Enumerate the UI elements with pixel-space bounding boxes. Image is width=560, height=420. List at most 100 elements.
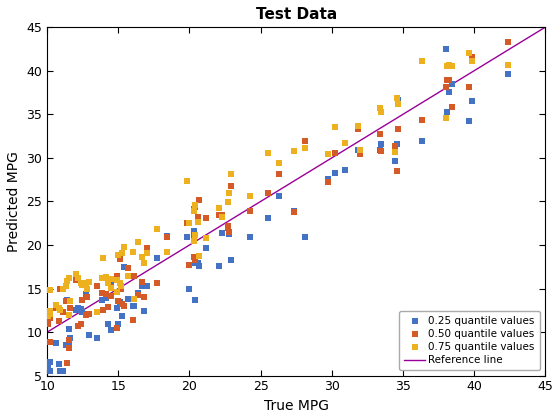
0.50 quantile values [323, 178, 332, 185]
0.50 quantile values [442, 77, 451, 84]
0.50 quantile values [64, 337, 73, 344]
0.25 quantile values [55, 368, 64, 375]
0.25 quantile values [353, 147, 362, 154]
0.75 quantile values [442, 63, 451, 69]
0.75 quantile values [163, 249, 172, 256]
0.50 quantile values [97, 289, 106, 296]
0.50 quantile values [116, 286, 125, 293]
0.25 quantile values [189, 233, 198, 240]
0.75 quantile values [59, 286, 68, 293]
0.75 quantile values [116, 283, 125, 290]
0.75 quantile values [223, 199, 232, 205]
0.50 quantile values [52, 304, 61, 311]
0.50 quantile values [353, 125, 362, 132]
0.25 quantile values [45, 368, 54, 375]
0.75 quantile values [377, 109, 386, 116]
0.75 quantile values [441, 114, 450, 121]
0.50 quantile values [202, 215, 211, 222]
0.50 quantile values [103, 303, 112, 310]
0.50 quantile values [82, 312, 91, 318]
0.50 quantile values [54, 318, 63, 325]
0.75 quantile values [85, 278, 94, 285]
0.50 quantile values [113, 297, 122, 304]
0.50 quantile values [331, 150, 340, 157]
0.75 quantile values [183, 178, 192, 185]
0.25 quantile values [217, 230, 226, 237]
0.25 quantile values [46, 359, 55, 365]
0.25 quantile values [202, 245, 211, 252]
0.25 quantile values [113, 273, 122, 280]
0.25 quantile values [189, 227, 198, 234]
0.75 quantile values [113, 252, 122, 259]
0.75 quantile values [44, 313, 53, 320]
0.75 quantile values [64, 275, 73, 281]
0.50 quantile values [217, 212, 226, 218]
0.25 quantile values [442, 109, 451, 116]
0.50 quantile values [66, 304, 74, 311]
0.75 quantile values [275, 160, 284, 167]
0.50 quantile values [189, 253, 198, 260]
0.50 quantile values [441, 83, 450, 90]
0.75 quantile values [445, 62, 454, 68]
0.25 quantile values [300, 234, 309, 241]
0.50 quantile values [191, 257, 200, 263]
0.50 quantile values [62, 360, 71, 367]
0.50 quantile values [139, 294, 148, 301]
0.75 quantile values [190, 201, 199, 208]
0.25 quantile values [124, 296, 133, 302]
0.25 quantile values [106, 326, 115, 333]
0.25 quantile values [76, 305, 85, 312]
0.50 quantile values [214, 211, 223, 218]
0.50 quantile values [445, 76, 454, 83]
0.50 quantile values [355, 151, 364, 158]
0.50 quantile values [82, 294, 91, 300]
0.50 quantile values [55, 285, 64, 292]
0.50 quantile values [394, 125, 403, 132]
0.75 quantile values [62, 283, 71, 290]
0.25 quantile values [376, 147, 385, 153]
0.50 quantile values [376, 131, 385, 138]
0.75 quantile values [101, 273, 110, 280]
0.75 quantile values [191, 231, 200, 238]
0.50 quantile values [112, 325, 121, 332]
0.25 quantile values [227, 256, 236, 263]
0.75 quantile values [390, 149, 399, 155]
0.25 quantile values [390, 158, 399, 164]
0.75 quantile values [62, 278, 71, 285]
0.25 quantile values [99, 307, 108, 314]
0.75 quantile values [46, 286, 55, 293]
0.75 quantile values [300, 145, 309, 152]
0.50 quantile values [64, 344, 73, 351]
0.75 quantile values [137, 254, 146, 260]
0.50 quantile values [76, 321, 85, 328]
0.25 quantile values [142, 283, 151, 289]
0.25 quantile values [447, 81, 456, 87]
0.75 quantile values [394, 100, 403, 107]
0.50 quantile values [194, 197, 203, 204]
0.25 quantile values [194, 263, 203, 270]
0.75 quantile values [290, 148, 298, 155]
0.75 quantile values [189, 238, 198, 244]
0.25 quantile values [245, 234, 254, 241]
0.50 quantile values [227, 182, 236, 189]
0.25 quantile values [101, 294, 110, 301]
0.50 quantile values [106, 292, 115, 299]
0.75 quantile values [504, 62, 513, 69]
0.25 quantile values [464, 118, 473, 125]
0.50 quantile values [99, 307, 108, 314]
0.50 quantile values [62, 298, 71, 304]
0.75 quantile values [245, 193, 254, 200]
0.75 quantile values [77, 282, 86, 289]
0.75 quantile values [115, 279, 124, 286]
0.25 quantile values [139, 307, 148, 314]
0.50 quantile values [113, 273, 122, 280]
0.75 quantile values [392, 94, 401, 101]
0.25 quantile values [184, 286, 193, 293]
0.25 quantile values [64, 326, 73, 332]
0.25 quantile values [54, 360, 63, 367]
0.50 quantile values [153, 280, 162, 286]
0.25 quantile values [112, 305, 121, 312]
0.25 quantile values [290, 207, 298, 214]
0.25 quantile values [275, 193, 284, 199]
0.50 quantile values [118, 301, 127, 307]
